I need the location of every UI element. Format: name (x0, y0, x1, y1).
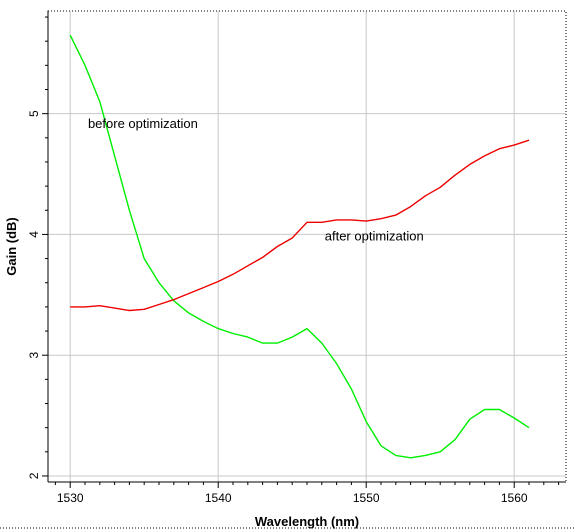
grid-lines (48, 11, 566, 482)
series-line-2 (70, 139, 530, 312)
series-layer (69, 34, 530, 459)
y-tick-label: 3 (27, 352, 41, 359)
x-axis-title: Wavelength (nm) (255, 514, 359, 529)
x-axis-ticks: 1530 1540 1550 1560 (57, 491, 528, 505)
x-tick-label: 1560 (501, 491, 528, 505)
annotation-layer: before optimization after optimization (88, 116, 424, 243)
y-tick-label: 5 (27, 110, 41, 117)
y-axis-minor-ticks (42, 16, 48, 477)
x-tick-label: 1540 (205, 491, 232, 505)
x-tick-label: 1530 (57, 491, 84, 505)
annotation-1: before optimization (88, 116, 198, 131)
y-axis-title: Gain (dB) (4, 217, 19, 276)
x-axis-minor-ticks (54, 482, 560, 488)
series-line-1 (69, 34, 530, 459)
y-tick-label: 4 (27, 231, 41, 238)
x-tick-label: 1550 (353, 491, 380, 505)
y-axis-ticks: 2 3 4 5 (27, 110, 41, 479)
y-tick-label: 2 (27, 472, 41, 479)
annotation-2: after optimization (325, 228, 424, 243)
